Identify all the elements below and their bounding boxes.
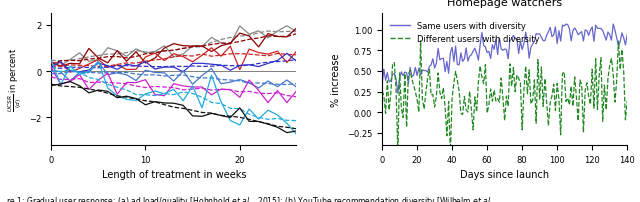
Different users with diversity	[417, 41, 424, 43]
Different users with diversity	[590, 107, 598, 110]
Different users with diversity	[392, 90, 400, 93]
Homepage watchers	[380, 68, 388, 71]
Y-axis label: % increase: % increase	[332, 53, 342, 106]
Title: Homepage watchers: Homepage watchers	[447, 0, 562, 8]
Homepage watchers	[593, 28, 601, 30]
Different users with diversity	[380, 95, 388, 98]
Different users with diversity	[595, 75, 603, 77]
Different users with diversity	[462, 109, 470, 112]
Line: Homepage watchers: Homepage watchers	[382, 25, 627, 94]
Homepage watchers	[614, 46, 622, 48]
Homepage watchers	[392, 78, 400, 81]
Homepage watchers	[588, 27, 596, 29]
Homepage watchers	[461, 58, 468, 61]
Text: re 1: Gradual user response: (a) ad load/quality [Hohnhold $et\ al.$, 2015]; (b): re 1: Gradual user response: (a) ad load…	[6, 194, 493, 202]
Legend: Same users with diversity, Different users with diversity: Same users with diversity, Different use…	[387, 18, 543, 47]
Y-axis label: $\frac{UCSR}{(d)}$ in percent: $\frac{UCSR}{(d)}$ in percent	[6, 48, 24, 112]
Different users with diversity	[623, 100, 631, 103]
Homepage watchers	[623, 34, 631, 37]
Homepage watchers	[378, 84, 386, 86]
Different users with diversity	[378, 90, 386, 93]
Different users with diversity	[614, 41, 622, 43]
X-axis label: Length of treatment in weeks: Length of treatment in weeks	[102, 170, 246, 180]
X-axis label: Days since launch: Days since launch	[460, 170, 549, 180]
Line: Different users with diversity: Different users with diversity	[382, 42, 627, 153]
Different users with diversity	[447, 152, 454, 155]
Homepage watchers	[609, 24, 617, 26]
Homepage watchers	[394, 93, 402, 95]
